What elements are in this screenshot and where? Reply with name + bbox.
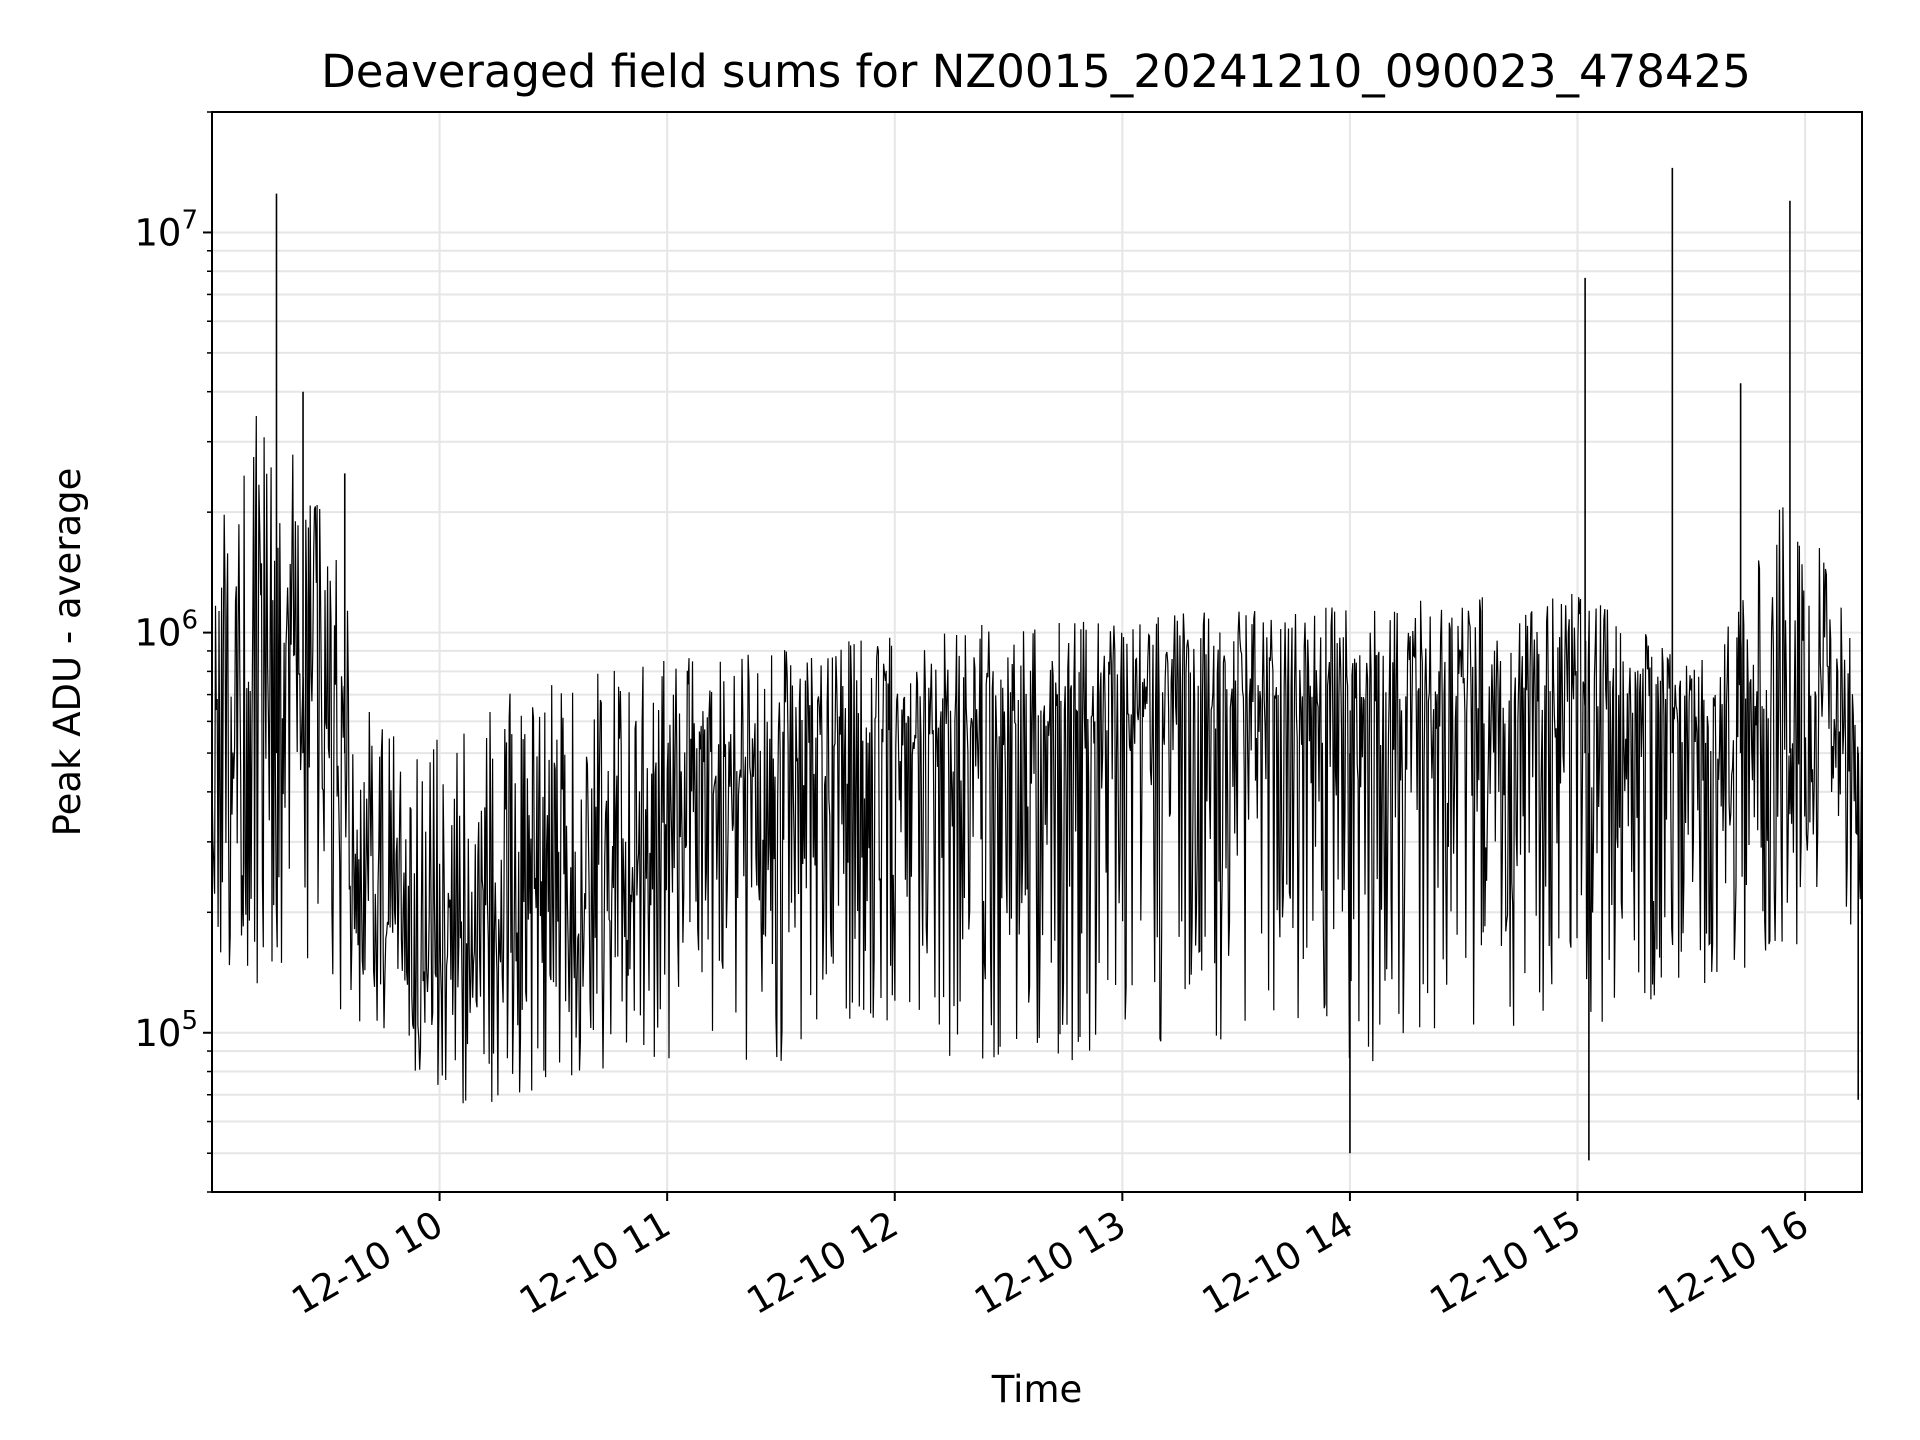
x-tick-label: 12-10 11 xyxy=(512,1203,678,1323)
chart-title: Deaveraged field sums for NZ0015_2024121… xyxy=(321,45,1751,98)
x-tick-label: 12-10 13 xyxy=(967,1203,1133,1323)
y-axis-label: Peak ADU - average xyxy=(46,468,89,837)
x-axis: 12-10 10 12-10 11 12-10 12 12-10 13 12-10 14… xyxy=(285,1192,1816,1323)
y-tick-label: 107 xyxy=(134,205,198,254)
x-tick-label: 12-10 12 xyxy=(740,1203,906,1323)
series-line xyxy=(212,415,1862,1104)
y-tick-label: 106 xyxy=(134,606,198,655)
x-tick-label: 12-10 10 xyxy=(285,1203,451,1323)
series-layer xyxy=(212,167,1862,1161)
grid xyxy=(212,111,1862,1193)
x-tick-label: 12-10 16 xyxy=(1650,1203,1816,1323)
x-axis-label: Time xyxy=(991,1368,1083,1411)
x-tick-label: 12-10 14 xyxy=(1195,1203,1361,1323)
y-tick-label: 105 xyxy=(134,1006,198,1055)
x-tick-label: 12-10 15 xyxy=(1422,1203,1588,1323)
y-axis: 105 106 107 xyxy=(134,111,212,1193)
plot-frame xyxy=(211,111,1863,1193)
